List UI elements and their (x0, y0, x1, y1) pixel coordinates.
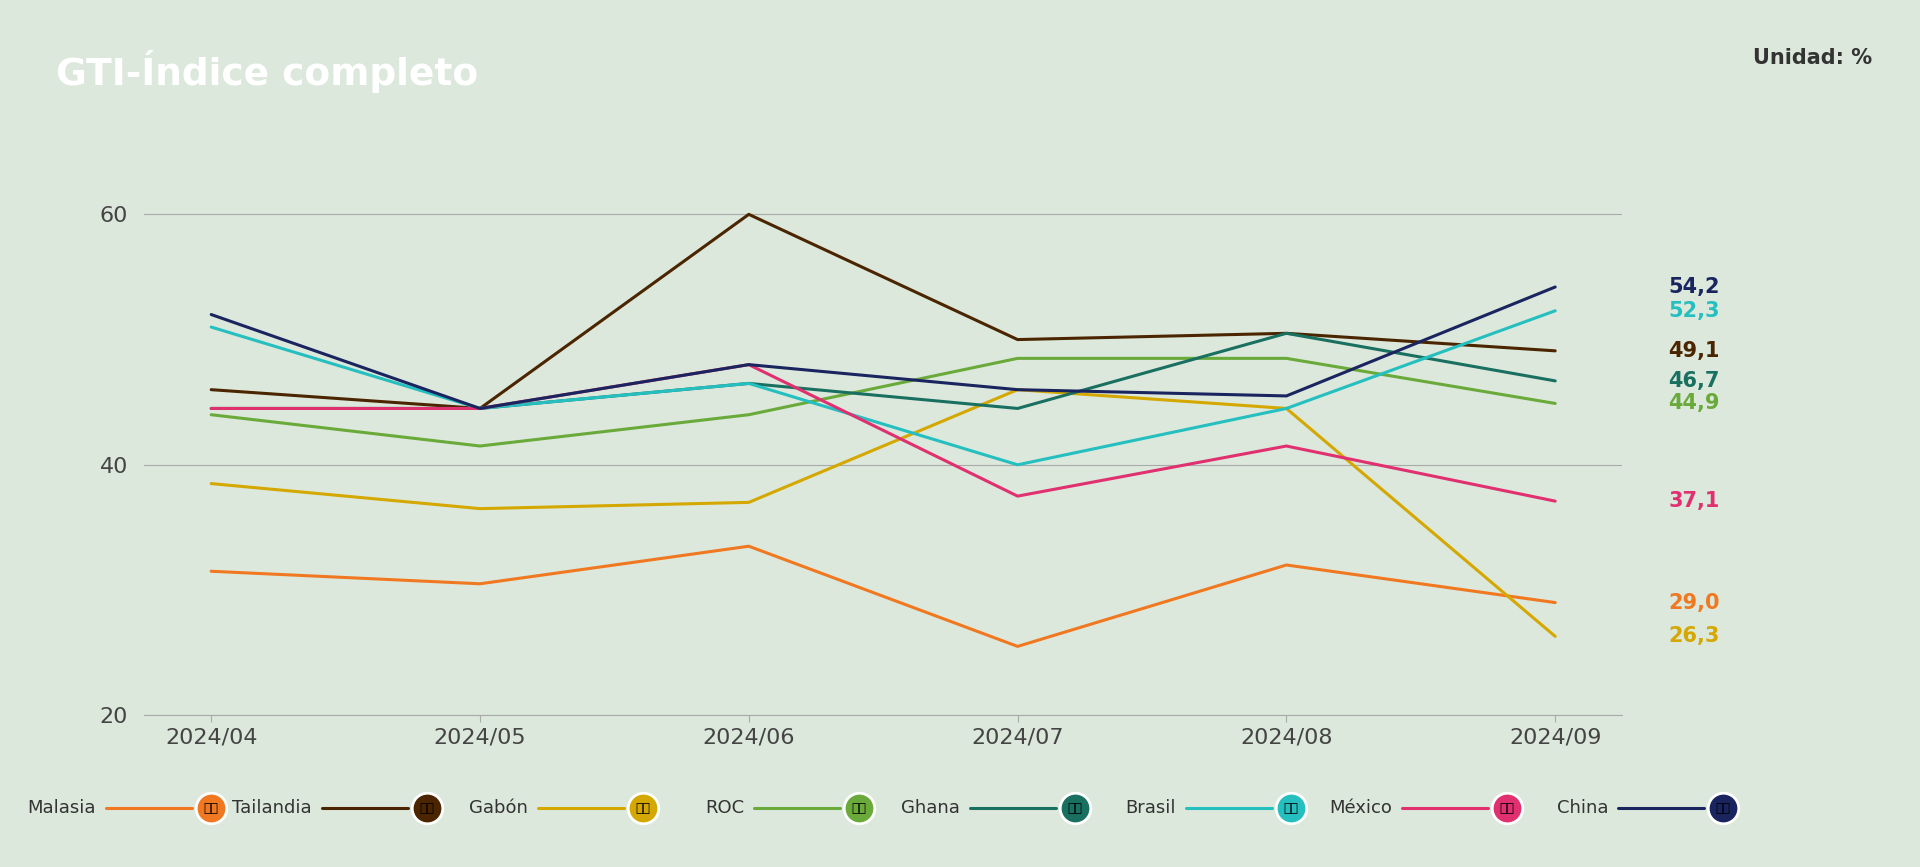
Text: México: México (1329, 799, 1392, 818)
Text: Ghana: Ghana (900, 799, 960, 818)
Text: 🇬🇭: 🇬🇭 (1068, 802, 1083, 815)
Text: Brasil: Brasil (1125, 799, 1175, 818)
Text: 26,3: 26,3 (1668, 626, 1720, 647)
Text: China: China (1557, 799, 1609, 818)
Text: 🇧🇷: 🇧🇷 (1284, 802, 1298, 815)
Text: 46,7: 46,7 (1668, 371, 1720, 391)
Text: GTI-Índice completo: GTI-Índice completo (56, 50, 478, 93)
Text: 37,1: 37,1 (1668, 491, 1720, 512)
Text: 54,2: 54,2 (1668, 277, 1720, 297)
Text: Malasia: Malasia (27, 799, 96, 818)
Text: 🇨🇳: 🇨🇳 (1716, 802, 1730, 815)
Text: 44,9: 44,9 (1668, 394, 1720, 414)
Text: Gabón: Gabón (468, 799, 528, 818)
Text: ROC: ROC (705, 799, 745, 818)
Text: 🇲🇾: 🇲🇾 (204, 802, 219, 815)
Text: Unidad: %: Unidad: % (1753, 48, 1872, 68)
Text: Tailandia: Tailandia (232, 799, 311, 818)
Text: 🇬🇦: 🇬🇦 (636, 802, 651, 815)
Text: 🇲🇽: 🇲🇽 (1500, 802, 1515, 815)
Text: 29,0: 29,0 (1668, 592, 1720, 613)
Text: 🇹🇭: 🇹🇭 (420, 802, 434, 815)
Text: 49,1: 49,1 (1668, 341, 1720, 361)
Text: 52,3: 52,3 (1668, 301, 1720, 321)
Text: 🇨🇬: 🇨🇬 (852, 802, 866, 815)
